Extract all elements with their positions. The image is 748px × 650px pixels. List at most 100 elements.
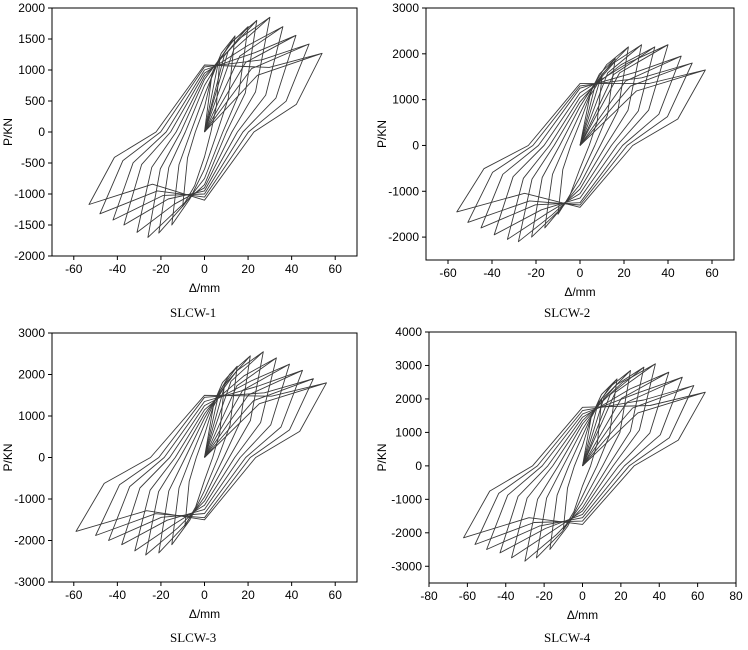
x-tick-label: -40 <box>109 262 127 276</box>
y-tick-label: -2000 <box>14 249 45 263</box>
x-tick-label: -60 <box>459 589 477 603</box>
hysteresis-loop <box>99 43 310 215</box>
chart-caption: SLCW-4 <box>544 630 591 645</box>
x-tick-label: 60 <box>329 588 343 602</box>
x-tick-label: -60 <box>65 588 83 602</box>
chart-plot-4: -80 -60 -40 -20 0 20 40 60 80 -3000 -2000 -1000 0 100… <box>375 325 743 622</box>
x-tick-label: 20 <box>241 262 255 276</box>
hysteresis-loop <box>517 44 643 243</box>
x-axis-label: Δ/mm <box>564 285 595 299</box>
x-tick-label: 80 <box>729 589 743 603</box>
y-tick-label: 500 <box>25 94 45 108</box>
y-tick-label: 1000 <box>395 425 422 439</box>
x-tick-label: 0 <box>201 588 208 602</box>
y-tick-label: -500 <box>21 156 45 170</box>
y-tick-label: 2000 <box>395 392 422 406</box>
hysteresis-loop <box>136 16 271 233</box>
x-tick-label: -20 <box>152 588 170 602</box>
y-axis-label: P/KN <box>375 443 389 471</box>
x-tick-label: 40 <box>285 262 299 276</box>
y-axis-label: P/KN <box>1 118 15 146</box>
hysteresis-loop <box>549 378 618 550</box>
y-tick-label: 3000 <box>392 1 419 15</box>
x-tick-label: 60 <box>691 589 705 603</box>
y-tick-label: 0 <box>415 459 422 473</box>
hysteresis-loop <box>171 35 236 226</box>
hysteresis-loop <box>467 62 693 223</box>
x-tick-label: -40 <box>483 266 501 280</box>
y-tick-label: 1000 <box>18 409 45 423</box>
x-tick-label: 20 <box>617 266 631 280</box>
y-tick-label: -3000 <box>14 575 45 589</box>
y-tick-label: 1000 <box>18 63 45 77</box>
hysteresis-loop <box>480 55 682 229</box>
x-axis-label: Δ/mm <box>189 607 220 621</box>
x-tick-label: 60 <box>329 262 343 276</box>
y-tick-label: 2000 <box>18 1 45 15</box>
y-tick-label: -2000 <box>14 534 45 548</box>
hysteresis-loop <box>511 363 656 559</box>
x-tick-label: 20 <box>614 589 628 603</box>
x-tick-label: 40 <box>661 266 675 280</box>
y-tick-label: 3000 <box>18 326 45 340</box>
y-tick-label: 0 <box>38 451 45 465</box>
chart-panel-slcw-1: -60 -40 -20 0 20 40 60 -2000 -1500 -1000 -500 0 500 1… <box>0 0 374 325</box>
y-tick-label: -2000 <box>388 230 419 244</box>
y-tick-label: 0 <box>412 138 419 152</box>
x-tick-label: 40 <box>285 588 299 602</box>
chart-panel-slcw-3: -60 -40 -20 0 20 40 60 -3000 -2000 -1000 0 1000 2000… <box>0 325 374 650</box>
plot-frame <box>428 331 737 584</box>
hysteresis-loop <box>171 365 238 546</box>
plot-frame <box>425 7 735 261</box>
x-axis-label: Δ/mm <box>189 281 220 295</box>
hysteresis-loop <box>499 371 670 554</box>
chart-caption: SLCW-1 <box>170 305 217 320</box>
x-tick-label: 60 <box>705 266 719 280</box>
x-tick-label: 40 <box>653 589 667 603</box>
x-tick-label: -20 <box>527 266 545 280</box>
y-axis-label: P/KN <box>375 120 389 148</box>
hysteresis-loop <box>75 382 327 532</box>
x-tick-label: -60 <box>439 266 457 280</box>
chart-caption: SLCW-3 <box>170 630 217 645</box>
y-tick-label: 1000 <box>392 93 419 107</box>
chart-plot-2: -60 -40 -20 0 20 40 60 -2000 -1000 0 1000 2000 3000 Δ… <box>375 1 735 299</box>
y-tick-label: 3000 <box>395 358 422 372</box>
y-tick-label: -1000 <box>14 187 45 201</box>
series-hysteresis <box>88 16 323 238</box>
x-tick-label: 0 <box>579 589 586 603</box>
hysteresis-loop <box>108 369 303 541</box>
hysteresis-loop <box>535 370 631 559</box>
y-tick-label: 2000 <box>392 47 419 61</box>
hysteresis-loop <box>95 378 314 536</box>
x-axis-label: Δ/mm <box>567 608 598 622</box>
hysteresis-loop <box>112 34 297 221</box>
hysteresis-loop <box>147 19 258 238</box>
hysteresis-loop <box>88 52 323 205</box>
series-hysteresis <box>463 363 706 562</box>
x-tick-label: -40 <box>109 588 127 602</box>
x-tick-label: -20 <box>535 589 553 603</box>
y-tick-label: -1500 <box>14 218 45 232</box>
hysteresis-loop <box>506 46 656 240</box>
y-tick-label: 0 <box>38 125 45 139</box>
hysteresis-loop <box>182 57 221 207</box>
y-tick-label: -1000 <box>391 492 422 506</box>
y-tick-label: -1000 <box>14 492 45 506</box>
series-hysteresis <box>75 351 327 556</box>
chart-plot-3: -60 -40 -20 0 20 40 60 -3000 -2000 -1000 0 1000 2000… <box>1 326 358 621</box>
x-tick-label: 0 <box>201 262 208 276</box>
hysteresis-loop <box>544 57 616 229</box>
hysteresis-loop <box>158 26 249 234</box>
hysteresis-loop <box>121 363 290 546</box>
y-tick-label: 2000 <box>18 368 45 382</box>
hysteresis-loop <box>456 69 706 213</box>
x-tick-label: -40 <box>497 589 515 603</box>
hysteresis-loop <box>474 385 695 545</box>
x-tick-label: -80 <box>420 589 438 603</box>
hysteresis-loop <box>524 366 645 562</box>
chart-plot-1: -60 -40 -20 0 20 40 60 -2000 -1500 -1000 -500 0 500 1… <box>1 1 358 295</box>
x-tick-label: -60 <box>65 262 83 276</box>
series-hysteresis <box>456 44 706 243</box>
hysteresis-loop <box>123 26 284 226</box>
